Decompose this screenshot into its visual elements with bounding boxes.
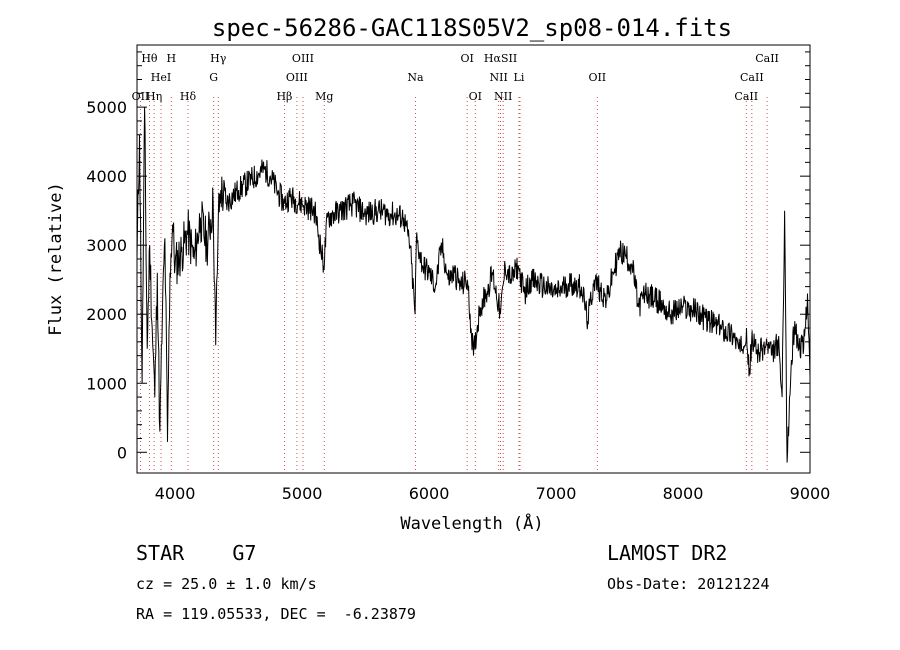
redshift-velocity: cz = 25.0 ± 1.0 km/s (136, 575, 317, 593)
y-tick-label: 5000 (86, 98, 127, 117)
line-label: Li (514, 71, 525, 84)
line-label: CaII (734, 90, 758, 103)
line-label: CaII (740, 71, 764, 84)
x-tick-label: 9000 (790, 484, 831, 503)
line-label: OI (469, 90, 482, 103)
y-axis-label: Flux (relative) (46, 182, 66, 336)
object-class: STAR G7 (136, 541, 257, 565)
coordinates: RA = 119.05533, DEC = -6.23879 (136, 605, 416, 623)
x-tick-label: 8000 (663, 484, 704, 503)
line-label: Hη (146, 90, 162, 103)
spectral-line-markers (139, 97, 768, 473)
y-tick-label: 3000 (86, 236, 127, 255)
line-label: OII (132, 90, 150, 103)
y-tick-label: 2000 (86, 305, 127, 324)
x-tick-label: 4000 (155, 484, 196, 503)
chart-title: spec-56286-GAC118S05V2_sp08-014.fits (212, 14, 732, 42)
x-axis: 4000 5000 6000 7000 8000 9000 (155, 484, 831, 503)
line-label: H (166, 52, 176, 65)
line-label: G (209, 71, 218, 84)
line-label: NII (494, 90, 512, 103)
line-label: Hγ (210, 52, 227, 65)
observation-date: Obs-Date: 20121224 (607, 575, 770, 593)
line-label: HαSII (484, 52, 517, 65)
line-label: Na (407, 71, 424, 84)
y-axis: 0 1000 2000 3000 4000 5000 (86, 51, 810, 462)
x-tick-label: 6000 (409, 484, 450, 503)
flux-line (136, 107, 811, 463)
survey-name: LAMOST DR2 (607, 541, 728, 565)
line-label: OIII (292, 52, 314, 65)
line-label: Mg (315, 90, 333, 103)
line-label: CaII (755, 52, 779, 65)
flux-series (136, 107, 811, 463)
line-label: OI (460, 52, 473, 65)
line-label: OII (588, 71, 606, 84)
line-label: NII (489, 71, 507, 84)
x-tick-label: 7000 (536, 484, 577, 503)
x-axis-label: Wavelength (Å) (400, 512, 543, 534)
y-tick-label: 0 (117, 443, 127, 462)
line-label: HeI (151, 71, 171, 84)
x-tick-label: 5000 (282, 484, 323, 503)
line-label: Hβ (276, 90, 292, 103)
y-tick-label: 4000 (86, 167, 127, 186)
y-tick-label: 1000 (86, 374, 127, 393)
line-label: Hθ (141, 52, 158, 65)
line-label: OIII (286, 71, 308, 84)
plot-frame (136, 44, 811, 474)
line-label: Hδ (180, 90, 197, 103)
